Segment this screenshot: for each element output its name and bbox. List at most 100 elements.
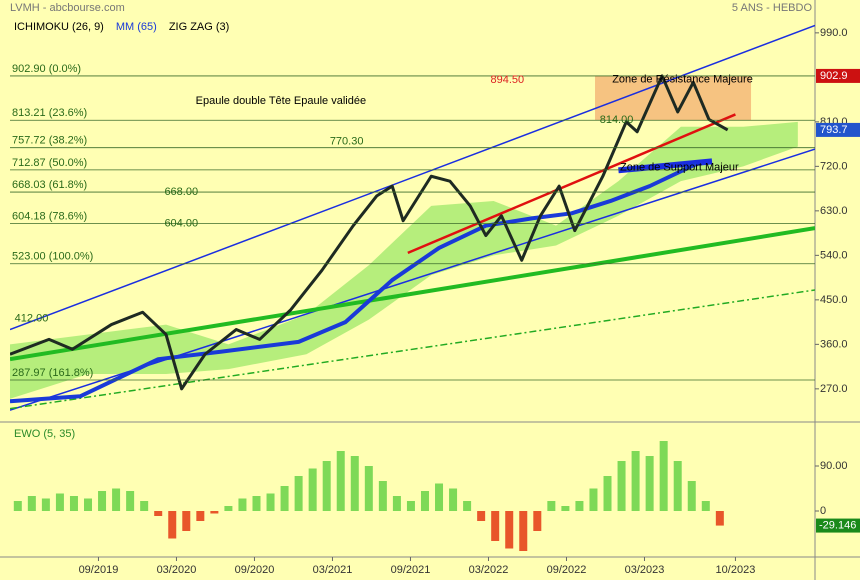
bar [561, 506, 570, 511]
y-tick-label: 360.0 [820, 338, 848, 350]
trend-line [407, 113, 736, 255]
bar [84, 498, 93, 511]
price-marker [816, 122, 860, 137]
legend-entry: MM (65) [116, 21, 157, 33]
annotation: Epaule double Tête Epaule validée [196, 95, 366, 107]
y-tick-label: 450.0 [820, 294, 848, 306]
bar [491, 511, 500, 541]
panel-title: EWO (5, 35) [14, 428, 75, 440]
bar [126, 491, 135, 511]
fib-label: 902.90 (0.0%) [12, 63, 81, 75]
bar [224, 506, 233, 511]
bar [701, 501, 710, 511]
bar [350, 456, 359, 511]
fib-label: 287.97 (161.8%) [12, 367, 93, 379]
bar [168, 511, 177, 539]
bar [420, 491, 429, 511]
x-tick-label: 09/2021 [391, 564, 431, 576]
y-tick-label: 630.0 [820, 205, 848, 217]
y-tick-label: 540.0 [820, 249, 848, 261]
bar [27, 496, 36, 511]
bar [547, 501, 556, 511]
bar [435, 483, 444, 511]
bar [715, 511, 724, 526]
series-line [10, 74, 729, 391]
y-tick-label: 990.0 [820, 27, 848, 39]
ichimoku-cloud [10, 121, 798, 399]
bar [687, 481, 696, 511]
bar [378, 481, 387, 511]
bar [112, 488, 121, 511]
bar [210, 511, 219, 514]
x-tick-label: 09/2019 [79, 564, 119, 576]
bar [533, 511, 542, 531]
annotation: 604.00 [164, 218, 198, 230]
annotation: 412.00 [15, 313, 49, 325]
annotation: 668.00 [164, 186, 198, 198]
bar [140, 501, 149, 511]
bar [308, 468, 317, 511]
bar [238, 498, 247, 511]
bar [154, 511, 163, 516]
bar [55, 493, 64, 511]
bar [603, 476, 612, 511]
bar [645, 456, 654, 511]
fib-label: 813.21 (23.6%) [12, 107, 87, 119]
bar [589, 488, 598, 511]
x-tick-label: 03/2020 [157, 564, 197, 576]
fib-label: 668.03 (61.8%) [12, 179, 87, 191]
bar [69, 496, 78, 511]
annotation: Zone de Support Majeur [620, 162, 739, 174]
x-tick-label: 03/2022 [469, 564, 509, 576]
annotation: 814.00 [600, 114, 634, 126]
bar [322, 461, 331, 511]
price-marker-label: 793.7 [820, 124, 848, 136]
bar [477, 511, 486, 521]
bar [449, 488, 458, 511]
trend-line [618, 158, 713, 174]
bar [182, 511, 191, 531]
fib-label: 523.00 (100.0%) [12, 251, 93, 263]
trend-line [10, 226, 815, 362]
bar [575, 501, 584, 511]
bar [266, 493, 275, 511]
value-marker [816, 518, 860, 533]
bar [98, 491, 107, 511]
fib-label: 757.72 (38.2%) [12, 135, 87, 147]
price-marker-label: 902.9 [820, 70, 848, 82]
y-tick-label: 90.00 [820, 460, 848, 472]
x-tick-label: 03/2021 [313, 564, 353, 576]
bar [463, 501, 472, 511]
price-marker [816, 68, 860, 83]
bar [336, 451, 345, 511]
annotation: 770.30 [330, 135, 364, 147]
bar [252, 496, 261, 511]
bar [280, 486, 289, 511]
x-tick-label: 10/2023 [716, 564, 756, 576]
fib-label: 604.18 (78.6%) [12, 211, 87, 223]
bar [659, 441, 668, 511]
annotation: Zone de Résistance Majeure [612, 74, 753, 86]
bar [406, 501, 415, 511]
bar [41, 498, 50, 511]
y-tick-label: 270.0 [820, 383, 848, 395]
chart-title: LVMH - abcbourse.com [10, 2, 125, 14]
annotation: 894.50 [491, 74, 525, 86]
bar [631, 451, 640, 511]
bar [196, 511, 205, 521]
value-label: -29.146 [819, 519, 856, 531]
chart-subtitle: 5 ANS - HEBDO [732, 2, 813, 14]
bar [519, 511, 528, 551]
bar [617, 461, 626, 511]
legend-entry: ICHIMOKU (26, 9) [14, 21, 104, 33]
bar [13, 501, 22, 511]
x-tick-label: 09/2022 [547, 564, 587, 576]
bar [294, 476, 303, 511]
fib-label: 712.87 (50.0%) [12, 157, 87, 169]
trend-line [10, 289, 815, 410]
bar [392, 496, 401, 511]
y-tick-label: 720.0 [820, 160, 848, 172]
legend-entry: ZIG ZAG (3) [169, 21, 230, 33]
